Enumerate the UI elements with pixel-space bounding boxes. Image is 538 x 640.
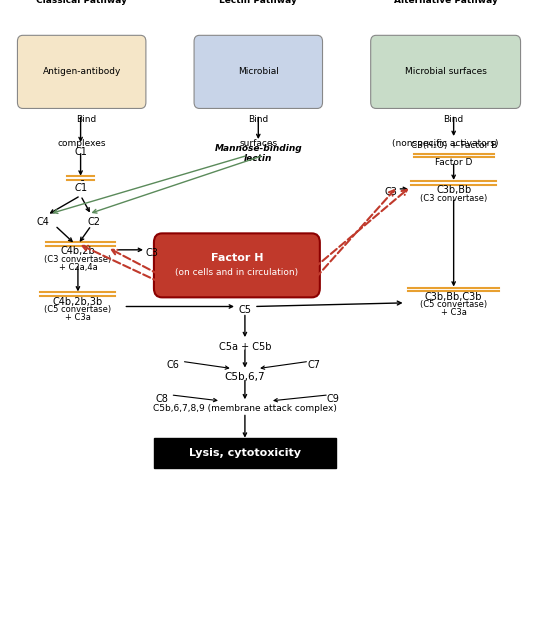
Text: C3b,Bb: C3b,Bb bbox=[436, 185, 471, 195]
Text: complexes: complexes bbox=[58, 139, 106, 148]
Text: Alternative Pathway: Alternative Pathway bbox=[394, 0, 498, 5]
Text: C9: C9 bbox=[327, 394, 339, 404]
Text: C3(H₂O) + Factor B: C3(H₂O) + Factor B bbox=[410, 141, 497, 150]
Text: C5: C5 bbox=[238, 305, 251, 315]
Text: Bind: Bind bbox=[443, 115, 464, 124]
Text: C3: C3 bbox=[385, 187, 398, 197]
FancyBboxPatch shape bbox=[154, 438, 336, 468]
Text: + C3a: + C3a bbox=[65, 313, 91, 322]
Text: Microbial surfaces: Microbial surfaces bbox=[405, 67, 486, 76]
FancyBboxPatch shape bbox=[194, 35, 322, 108]
Text: C5a + C5b: C5a + C5b bbox=[218, 342, 271, 352]
Text: (C3 convertase): (C3 convertase) bbox=[420, 194, 487, 203]
Text: C5b,6,7: C5b,6,7 bbox=[224, 372, 265, 382]
Text: Mannose-binding
lectin: Mannose-binding lectin bbox=[215, 144, 302, 163]
Text: Factor D: Factor D bbox=[435, 158, 472, 167]
Text: C7: C7 bbox=[308, 360, 321, 369]
Text: C3b,Bb,C3b: C3b,Bb,C3b bbox=[425, 292, 483, 302]
Text: C3: C3 bbox=[146, 248, 159, 258]
Text: (nonspecific activators): (nonspecific activators) bbox=[392, 139, 499, 148]
Text: Classical Pathway: Classical Pathway bbox=[36, 0, 127, 5]
Text: (on cells and in circulation): (on cells and in circulation) bbox=[175, 268, 299, 277]
Text: C1: C1 bbox=[74, 147, 87, 157]
Text: C5b,6,7,8,9 (membrane attack complex): C5b,6,7,8,9 (membrane attack complex) bbox=[153, 404, 337, 413]
Text: C4b,2b,3b: C4b,2b,3b bbox=[53, 297, 103, 307]
Text: Bind: Bind bbox=[248, 115, 268, 124]
Text: Factor H: Factor H bbox=[211, 253, 263, 263]
Text: Microbial: Microbial bbox=[238, 67, 279, 76]
Text: C4: C4 bbox=[37, 217, 49, 227]
Text: C4b,2b: C4b,2b bbox=[61, 246, 95, 256]
Text: Lysis, cytotoxicity: Lysis, cytotoxicity bbox=[189, 448, 301, 458]
Text: C8: C8 bbox=[155, 394, 168, 404]
Text: (C5 convertase): (C5 convertase) bbox=[44, 305, 111, 314]
Text: (C5 convertase): (C5 convertase) bbox=[420, 300, 487, 309]
FancyBboxPatch shape bbox=[17, 35, 146, 108]
FancyBboxPatch shape bbox=[371, 35, 521, 108]
Text: Antigen-antibody: Antigen-antibody bbox=[43, 67, 121, 76]
Text: + C2a,4a: + C2a,4a bbox=[59, 262, 97, 271]
Text: Lectin Pathway: Lectin Pathway bbox=[220, 0, 297, 5]
Text: $\bar{C1}$: $\bar{C1}$ bbox=[74, 180, 88, 195]
Text: C2: C2 bbox=[88, 217, 101, 227]
Text: surfaces: surfaces bbox=[239, 139, 278, 148]
Text: Bind: Bind bbox=[76, 115, 96, 124]
Text: C6: C6 bbox=[166, 360, 179, 369]
Text: + C3a: + C3a bbox=[441, 308, 466, 317]
Text: (C3 convertase): (C3 convertase) bbox=[44, 255, 111, 264]
FancyBboxPatch shape bbox=[154, 234, 320, 298]
